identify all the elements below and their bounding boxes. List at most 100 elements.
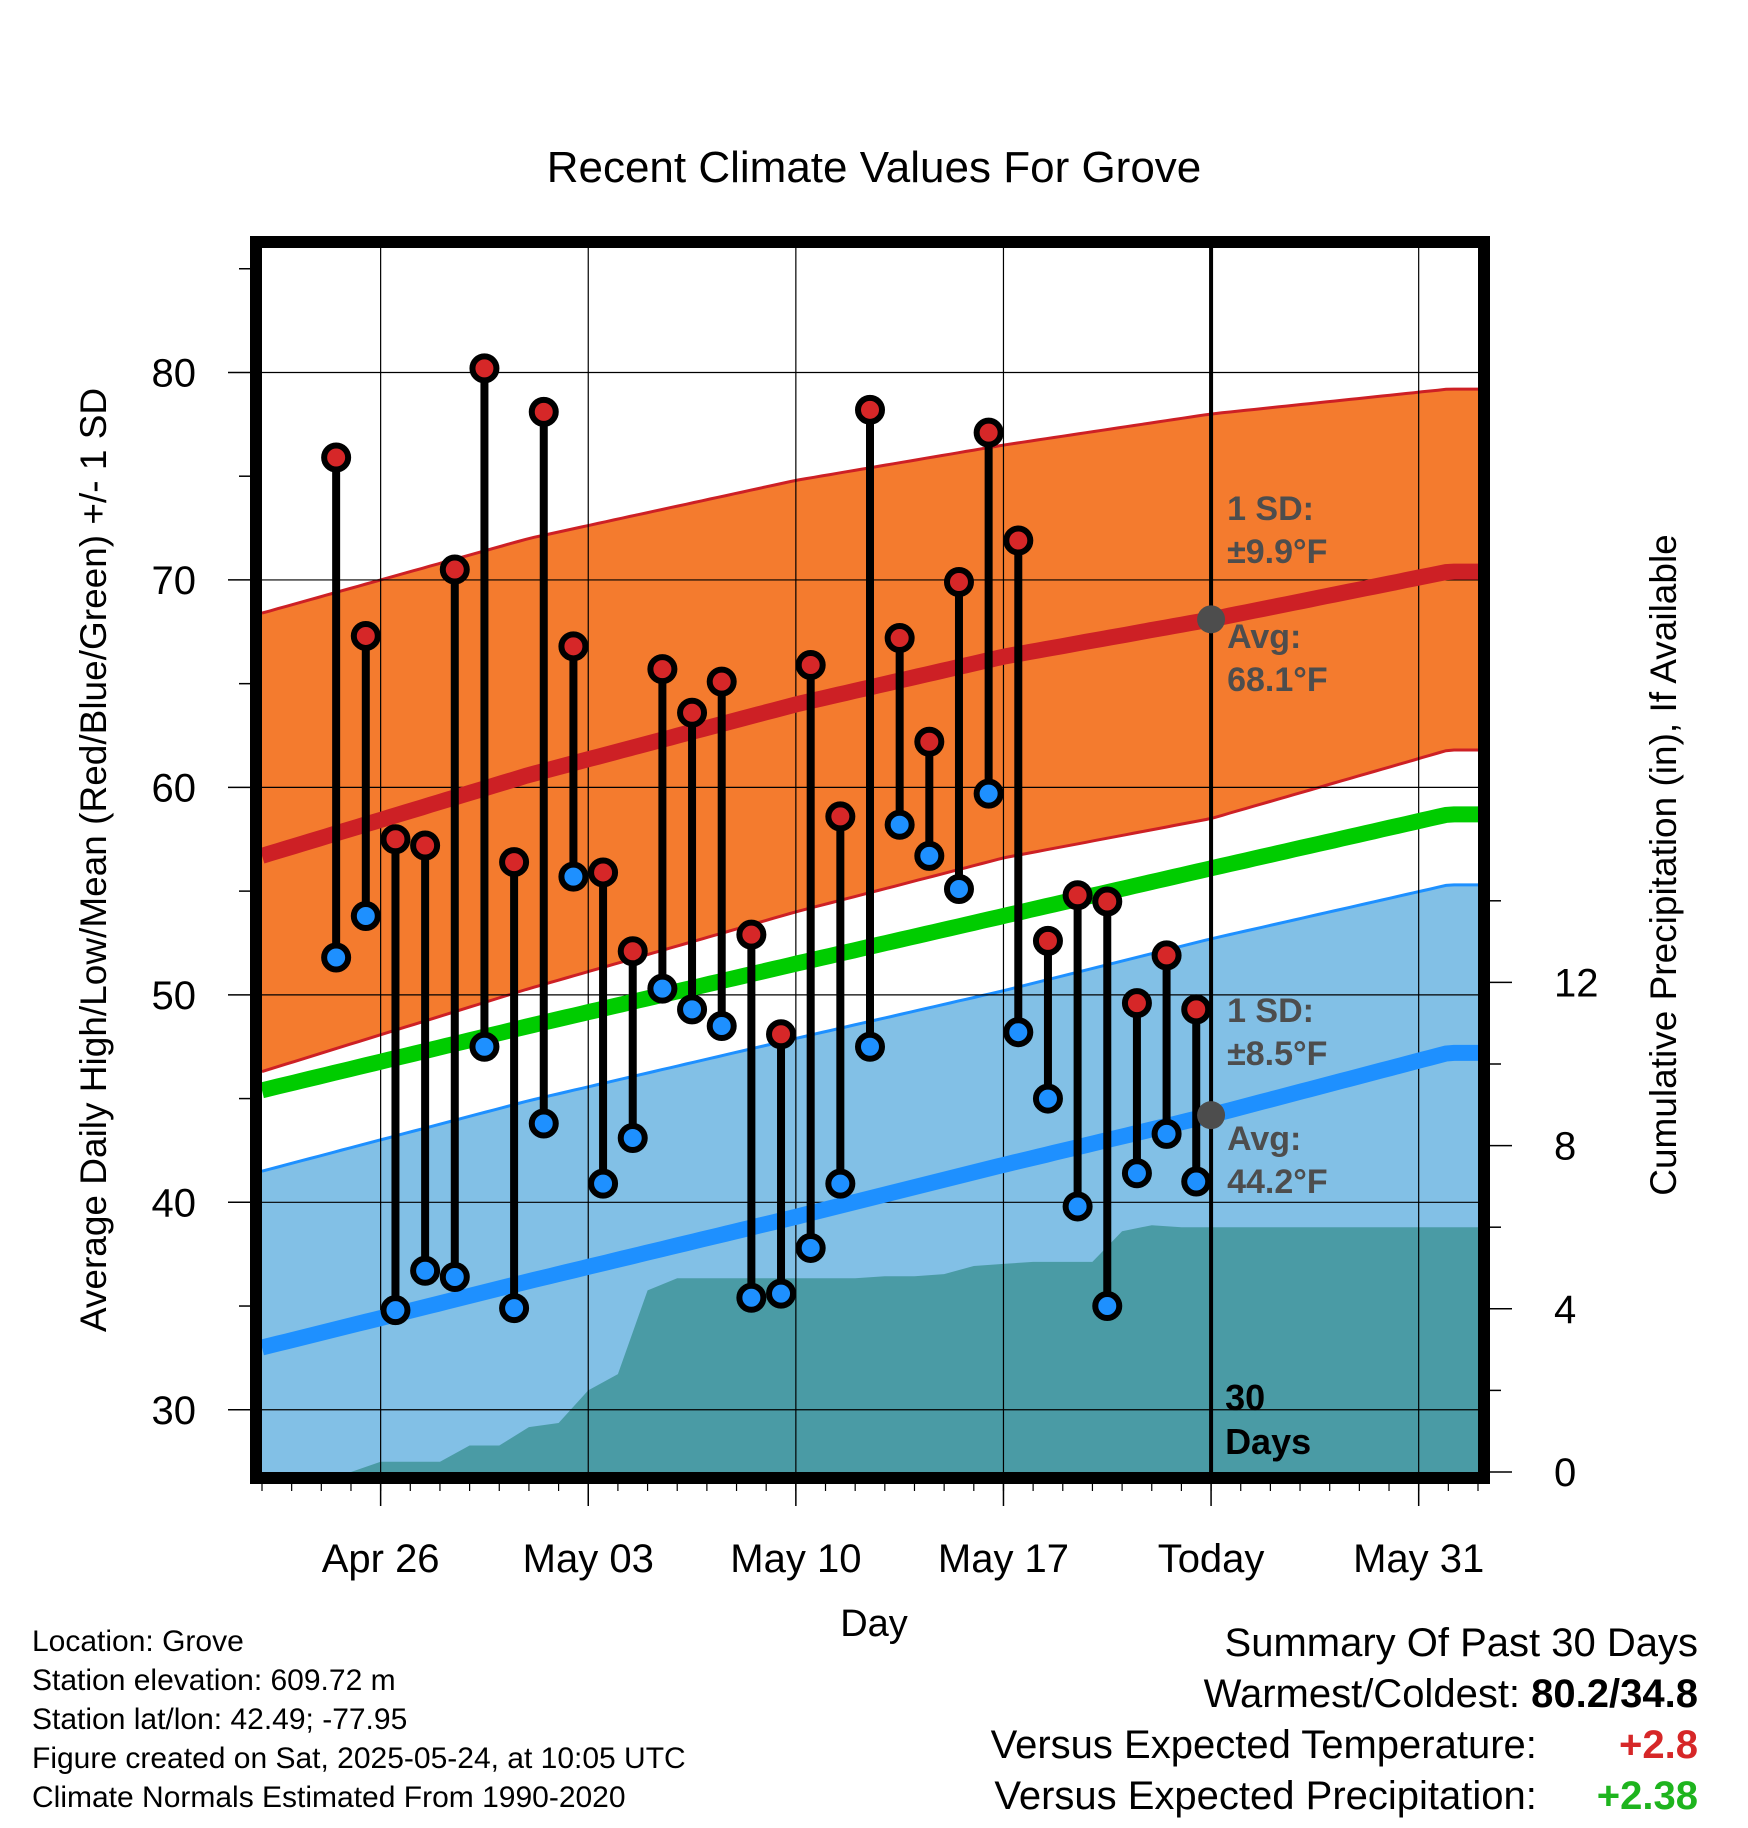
high-point: [617, 936, 648, 967]
x-tick-label: Apr 26: [322, 1537, 440, 1581]
y-tick-label: 70: [152, 559, 197, 603]
y-tick-label: 50: [152, 974, 197, 1018]
low-point: [884, 809, 915, 840]
low-point: [825, 1168, 856, 1199]
high-point: [884, 623, 915, 654]
low-point: [469, 1031, 500, 1062]
high-point: [1121, 988, 1152, 1019]
plot-area: [262, 248, 1478, 1472]
summary-title: Summary Of Past 30 Days: [1224, 1621, 1698, 1665]
low-point: [410, 1255, 441, 1286]
low-point: [1092, 1291, 1123, 1322]
low-point: [439, 1261, 470, 1292]
low-point: [617, 1122, 648, 1153]
normals-text: Climate Normals Estimated From 1990-2020: [32, 1781, 626, 1814]
warm-cold-value: 80.2/34.8: [1531, 1672, 1698, 1716]
y-axis-label: Average Daily High/Low/Mean (Red/Blue/Gr…: [73, 388, 114, 1332]
low-point: [766, 1278, 797, 1309]
high-point: [1032, 925, 1063, 956]
low-sd-value: ±8.5°F: [1227, 1035, 1327, 1073]
high-point: [1181, 994, 1212, 1025]
today-days-count: 30: [1225, 1377, 1265, 1418]
high-point: [321, 442, 352, 473]
x-tick-label: May 31: [1353, 1537, 1484, 1581]
high-sd-value: ±9.9°F: [1227, 533, 1327, 571]
high-point: [410, 830, 441, 861]
high-point: [1151, 940, 1182, 971]
low-point: [499, 1293, 530, 1324]
high-point: [528, 396, 559, 427]
x-axis-label: Day: [840, 1603, 908, 1645]
high-point: [350, 620, 381, 651]
high-point: [647, 654, 678, 685]
low-point: [380, 1295, 411, 1326]
low-point: [1121, 1158, 1152, 1189]
low-point: [914, 840, 945, 871]
high-point: [736, 919, 767, 950]
high-point: [706, 666, 737, 697]
low-point: [1003, 1017, 1034, 1048]
low-point: [855, 1031, 885, 1062]
today-days-label: Days: [1225, 1421, 1311, 1462]
y-tick-label: 30: [152, 1389, 197, 1433]
high-sd-label: 1 SD:: [1227, 490, 1314, 528]
x-tick-label: May 03: [523, 1537, 654, 1581]
high-point: [766, 1019, 797, 1050]
station-info: Location: Grove Station elevation: 609.7…: [32, 1622, 686, 1817]
high-point: [914, 726, 945, 757]
high-point: [439, 554, 470, 585]
y2-tick-label: 12: [1554, 961, 1599, 1005]
low-point: [1181, 1166, 1212, 1197]
location-text: Location: Grove: [32, 1625, 244, 1658]
high-point: [943, 567, 974, 598]
y-tick-label: 60: [152, 766, 197, 810]
low-point: [943, 874, 974, 905]
high-avg-value: 68.1°F: [1227, 661, 1328, 699]
x-tick-label: Today: [1158, 1537, 1265, 1581]
temp-row: Versus Expected Temperature: +2.8: [991, 1720, 1698, 1771]
high-point: [677, 697, 708, 728]
elevation-text: Station elevation: 609.72 m: [32, 1664, 396, 1697]
temp-value: +2.8: [1619, 1723, 1698, 1767]
low-sd-label: 1 SD:: [1227, 992, 1314, 1030]
high-point: [855, 394, 885, 425]
temp-label: Versus Expected Temperature:: [990, 1723, 1537, 1767]
low-point: [973, 778, 1004, 809]
precip-label: Versus Expected Precipitation:: [994, 1774, 1537, 1818]
y-tick-label: 40: [152, 1181, 197, 1225]
low-point: [1032, 1083, 1063, 1114]
high-point: [1092, 886, 1123, 917]
summary-panel: Summary Of Past 30 Days Warmest/Coldest:…: [991, 1618, 1698, 1822]
low-average-line: [262, 1044, 1478, 1356]
low-point: [1062, 1191, 1093, 1222]
low-point: [558, 861, 589, 892]
y2-tick-label: 4: [1554, 1288, 1576, 1332]
low-point: [736, 1282, 767, 1313]
low-point: [350, 901, 381, 932]
x-tick-label: May 10: [730, 1537, 861, 1581]
y-tick-label: 80: [152, 351, 197, 395]
high-point: [1062, 880, 1093, 911]
latlon-text: Station lat/lon: 42.49; -77.95: [32, 1703, 408, 1736]
plot-frame: [250, 236, 1490, 1484]
low-point: [677, 994, 708, 1025]
high-point: [825, 801, 856, 832]
y2-axis-label: Cumulative Precipitation (in), If Availa…: [1643, 534, 1684, 1196]
high-point: [795, 649, 826, 680]
warm-cold-label: Warmest/Coldest:: [1203, 1672, 1521, 1716]
precip-value: +2.38: [1596, 1774, 1698, 1818]
high-point: [973, 417, 1004, 448]
high-point: [499, 847, 530, 878]
low-point: [706, 1010, 737, 1041]
low-point: [795, 1232, 826, 1263]
low-point: [1151, 1118, 1182, 1149]
low-point: [528, 1108, 559, 1139]
created-text: Figure created on Sat, 2025-05-24, at 10…: [32, 1742, 686, 1775]
plot-overlay: 1 SD: ±9.9°F Avg: 68.1°F 1 SD: ±8.5°F Avg: 44.2…: [1197, 490, 1328, 1462]
warm-cold-row: Warmest/Coldest: 80.2/34.8: [991, 1669, 1698, 1720]
high-point: [1003, 525, 1034, 556]
y2-tick-label: 8: [1554, 1125, 1576, 1169]
high-point: [380, 824, 411, 855]
low-point: [647, 973, 678, 1004]
